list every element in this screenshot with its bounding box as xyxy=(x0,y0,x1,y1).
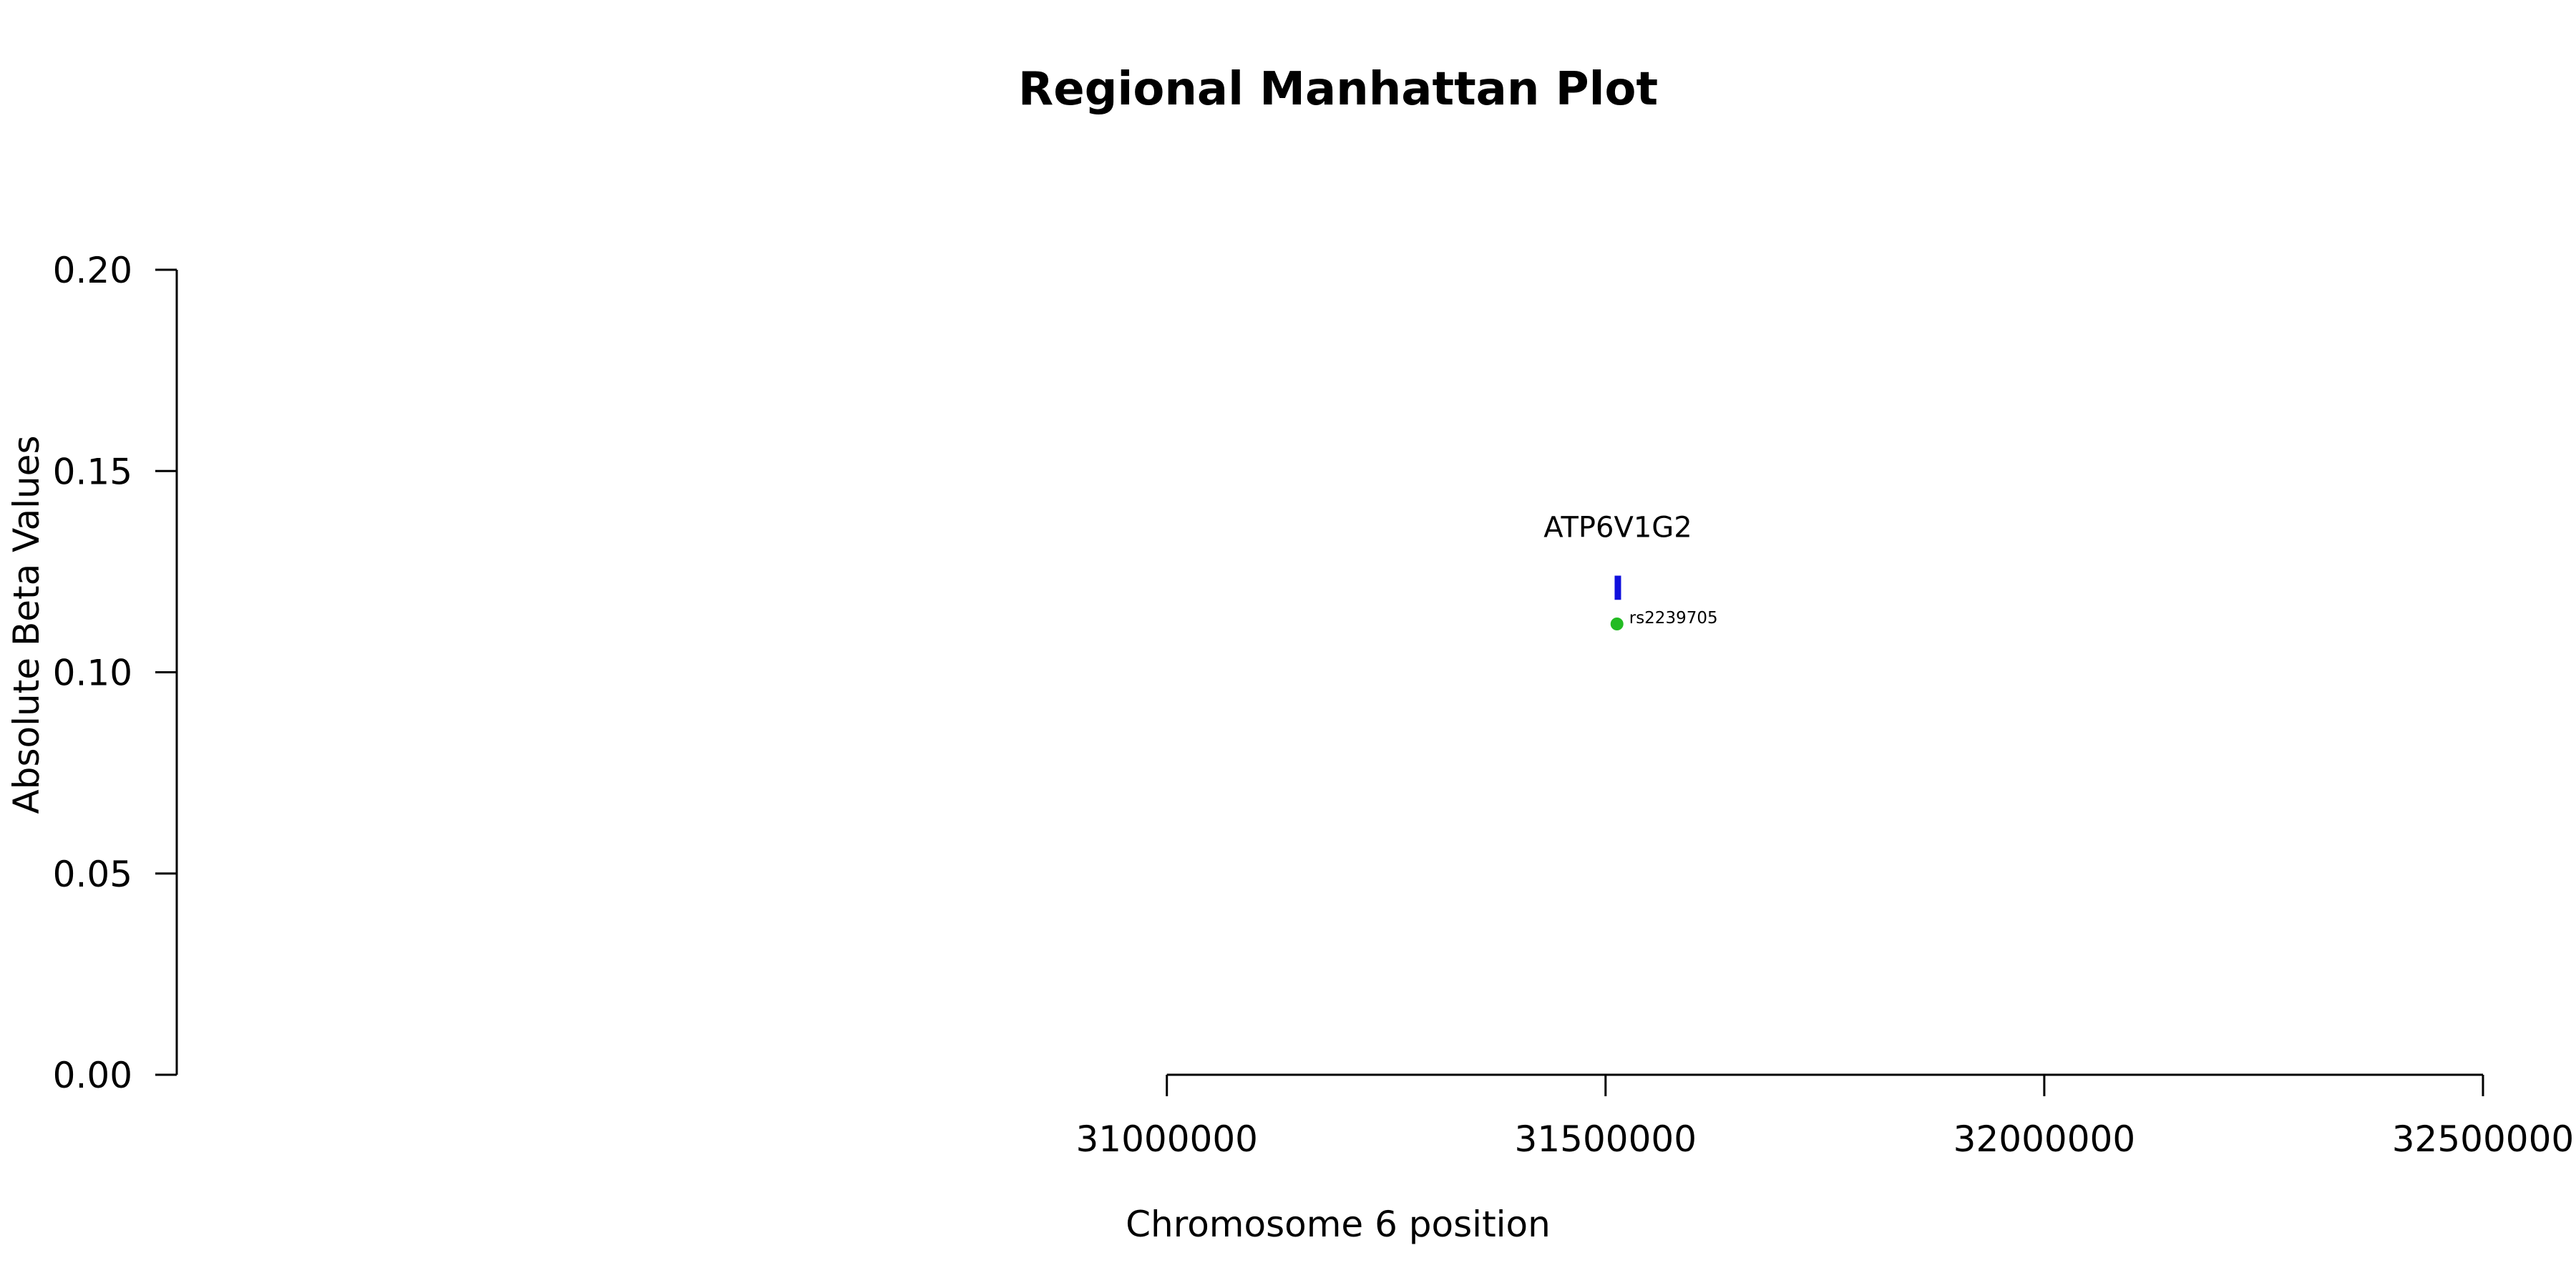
x-tick-label: 31000000 xyxy=(1075,1118,1258,1160)
chart-title: Regional Manhattan Plot xyxy=(1018,63,1658,116)
gene-label: ATP6V1G2 xyxy=(1543,512,1692,545)
y-tick-label: 0.00 xyxy=(53,1055,132,1096)
x-tick-label: 32000000 xyxy=(1953,1118,2136,1160)
x-tick-label: 31500000 xyxy=(1515,1118,1697,1160)
gene-marker xyxy=(1614,575,1621,600)
point-label: rs2239705 xyxy=(1629,609,1718,628)
gene-layer: ATP6V1G2 xyxy=(1543,512,1692,600)
points-layer: rs2239705 xyxy=(1610,609,1718,630)
y-tick-label: 0.20 xyxy=(53,250,132,291)
y-axis: 0.00 0.05 0.10 0.15 0.20 xyxy=(53,250,178,1096)
data-point xyxy=(1610,618,1624,630)
x-axis-label: Chromosome 6 position xyxy=(1126,1204,1551,1245)
y-tick-label: 0.15 xyxy=(53,451,132,492)
y-tick-label: 0.10 xyxy=(53,653,132,694)
y-axis-label: Absolute Beta Values xyxy=(6,436,47,814)
x-axis: 31000000 31500000 32000000 32500000 xyxy=(1075,1073,2575,1160)
x-tick-label: 32500000 xyxy=(2392,1118,2575,1160)
y-tick-label: 0.05 xyxy=(53,854,132,895)
